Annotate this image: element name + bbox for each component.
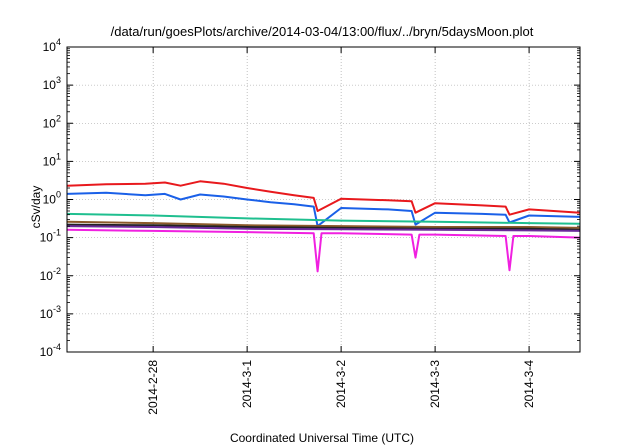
chart-title: /data/run/goesPlots/archive/2014-03-04/1… xyxy=(111,24,534,39)
x-tick-label: 2014-2-28 xyxy=(146,360,160,415)
series-lines xyxy=(66,180,581,273)
y-tick-label: 10-2 xyxy=(40,266,61,283)
y-axis: 10-4 10-3 10-2 10-1 100 101 102 103 104 xyxy=(40,37,580,359)
x-tick-label: 2014-3-4 xyxy=(522,360,536,408)
plot-frame xyxy=(66,46,581,353)
y-tick-label: 101 xyxy=(43,151,61,168)
series-line-4 xyxy=(66,220,581,229)
series-line-3 xyxy=(66,212,581,225)
y-tick-label: 102 xyxy=(43,113,61,130)
x-axis: 2014-2-28 2014-3-1 2014-3-2 2014-3-3 2014-3-… xyxy=(146,47,536,415)
grid xyxy=(67,47,580,352)
series-line-5 xyxy=(66,223,581,231)
y-tick-label: 103 xyxy=(43,75,61,92)
y-tick-label: 104 xyxy=(43,37,61,54)
series-line-6 xyxy=(66,225,581,232)
y-tick-label: 10-4 xyxy=(40,342,61,359)
series-line-7 xyxy=(66,228,581,273)
series-line-1 xyxy=(66,180,581,216)
y-tick-label: 100 xyxy=(43,190,61,207)
x-tick-label: 2014-3-3 xyxy=(428,360,442,408)
y-tick-label: 10-1 xyxy=(40,228,61,245)
y-tick-label: 10-3 xyxy=(40,304,61,321)
series-line-2 xyxy=(66,191,581,228)
x-tick-label: 2014-3-1 xyxy=(240,360,254,408)
x-tick-label: 2014-3-2 xyxy=(334,360,348,408)
x-axis-label: Coordinated Universal Time (UTC) xyxy=(230,431,414,445)
y-axis-label: cSv/day xyxy=(29,186,43,229)
